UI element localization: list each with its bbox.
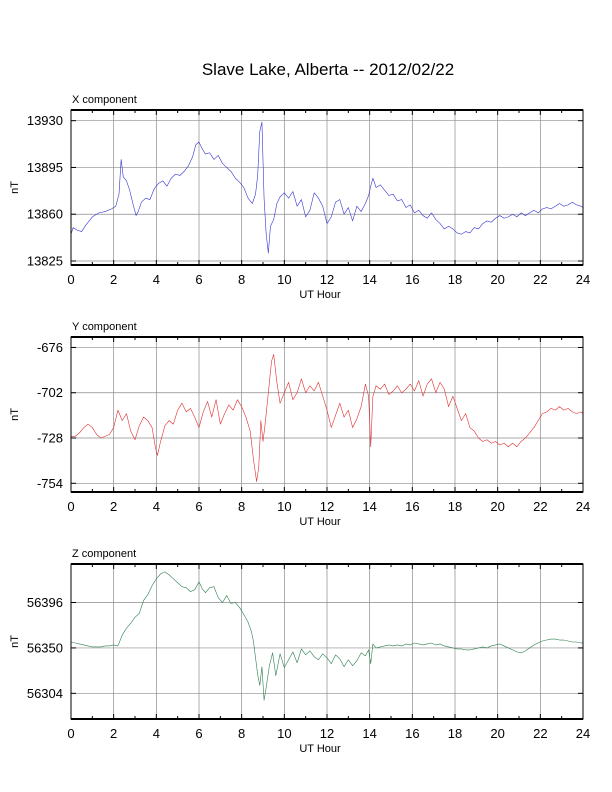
y-tick-label: -728 [37,431,63,446]
x-axis-label: UT Hour [299,289,341,301]
y-tick-label: -702 [37,385,63,400]
x-tick-label: 16 [405,499,419,514]
x-tick-label: 14 [362,499,376,514]
y-tick-label: 13860 [27,207,63,222]
series-line [70,571,583,701]
y-axis-label: nT [9,181,21,194]
x-tick-label: 20 [490,272,504,287]
x-tick-label: 2 [110,726,117,741]
panel-1: 0 2 4 6 8 10 12 14 16 18 20 22 241382513860138951393… [9,94,590,301]
series-line [70,121,584,254]
x-tick-label: 8 [238,272,245,287]
panel-label: Z component [72,548,136,560]
y-tick-label: 13895 [27,160,63,175]
y-tick-label: 56350 [27,640,63,655]
y-tick-label: 13825 [27,253,63,268]
x-tick-label: 24 [576,499,590,514]
y-tick-label: 13930 [27,113,63,128]
x-tick-label: 8 [238,499,245,514]
y-tick-label: 56304 [27,686,63,701]
x-tick-label: 14 [362,272,376,287]
x-tick-label: 18 [448,499,462,514]
x-tick-label: 2 [110,272,117,287]
x-tick-label: 10 [277,499,291,514]
x-tick-label: 12 [320,726,334,741]
series-line [71,354,584,482]
x-tick-label: 20 [490,499,504,514]
y-tick-label: -754 [37,476,63,491]
x-axis-label: UT Hour [299,743,341,755]
x-tick-label: 4 [153,272,160,287]
x-tick-label: 0 [67,499,74,514]
x-tick-label: 24 [576,272,590,287]
x-tick-label: 6 [195,726,202,741]
x-tick-label: 4 [153,726,160,741]
x-tick-label: 0 [67,726,74,741]
y-axis-label: nT [9,408,21,421]
x-tick-label: 24 [576,726,590,741]
x-tick-label: 16 [405,726,419,741]
x-tick-label: 18 [448,272,462,287]
y-tick-label: 56396 [27,595,63,610]
x-tick-label: 20 [490,726,504,741]
x-tick-label: 14 [362,726,376,741]
x-tick-label: 6 [195,272,202,287]
x-tick-label: 22 [533,499,547,514]
panel-label: Y component [72,321,137,333]
x-tick-label: 10 [277,272,291,287]
x-axis-label: UT Hour [299,516,341,528]
x-tick-label: 4 [153,499,160,514]
x-tick-label: 10 [277,726,291,741]
y-tick-label: -676 [37,340,63,355]
x-tick-label: 18 [448,726,462,741]
x-tick-label: 12 [320,499,334,514]
x-tick-label: 2 [110,499,117,514]
x-tick-label: 8 [238,726,245,741]
x-tick-label: 22 [533,272,547,287]
x-tick-label: 6 [195,499,202,514]
panel-label: X component [72,94,137,106]
y-axis-label: nT [9,635,21,648]
x-tick-label: 22 [533,726,547,741]
x-tick-label: 16 [405,272,419,287]
x-tick-label: 12 [320,272,334,287]
chart-title: Slave Lake, Alberta -- 2012/02/22 [202,60,454,79]
x-tick-label: 0 [67,272,74,287]
